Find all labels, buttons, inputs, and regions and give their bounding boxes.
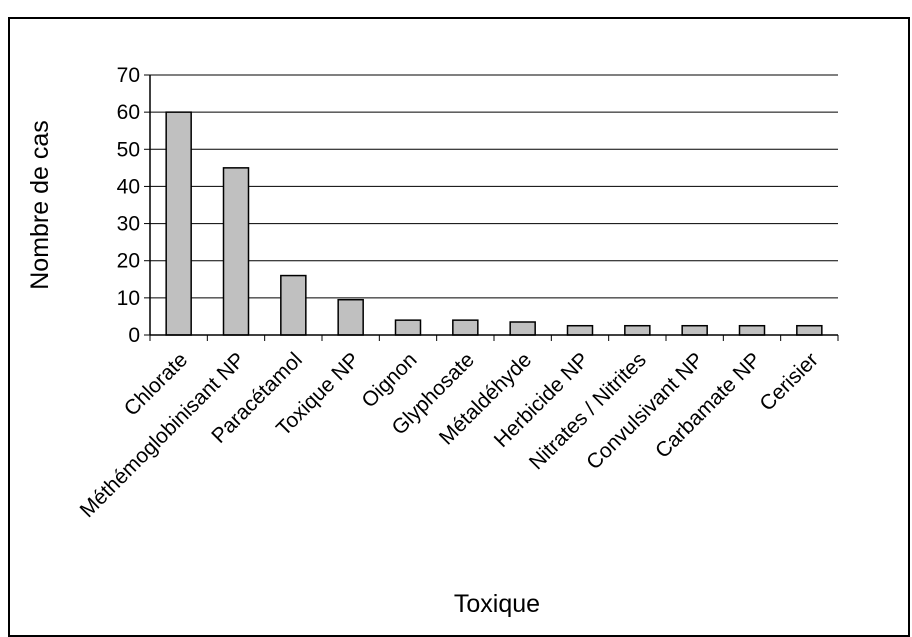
y-tick-label: 60: [117, 101, 140, 124]
bar: [222, 167, 250, 336]
bar-chart: 0 10 20 30 40 50 60 70 ChlorateMéthémoglobinisa…: [26, 64, 839, 618]
y-tick-label: 10: [117, 287, 140, 310]
y-tick-label: 50: [117, 138, 140, 161]
bar: [624, 324, 651, 336]
bar: [280, 274, 307, 336]
y-tick-label: 40: [117, 175, 140, 198]
x-tick-label: Cerisier: [755, 348, 822, 415]
bar: [566, 324, 594, 336]
y-tick-labels: 0 10 20 30 40 50 60 70: [117, 64, 140, 347]
y-tick-label: 0: [128, 324, 140, 347]
bar: [337, 298, 364, 336]
bar: [452, 319, 479, 336]
y-tick-label: 70: [117, 64, 140, 87]
bar: [681, 324, 708, 336]
bars: [165, 111, 823, 336]
bar: [738, 324, 766, 336]
x-tick-label: Carbamate NP: [651, 348, 765, 462]
bar: [509, 321, 536, 336]
y-axis-title: Nombre de cas: [26, 120, 54, 290]
x-axis-title: Toxique: [454, 590, 540, 618]
y-tick-label: 20: [117, 250, 140, 273]
y-tick-label: 30: [117, 213, 140, 236]
axes: [144, 74, 839, 341]
bar: [165, 111, 192, 336]
bar: [796, 324, 823, 336]
bar: [394, 319, 422, 336]
gridlines: [150, 74, 838, 299]
